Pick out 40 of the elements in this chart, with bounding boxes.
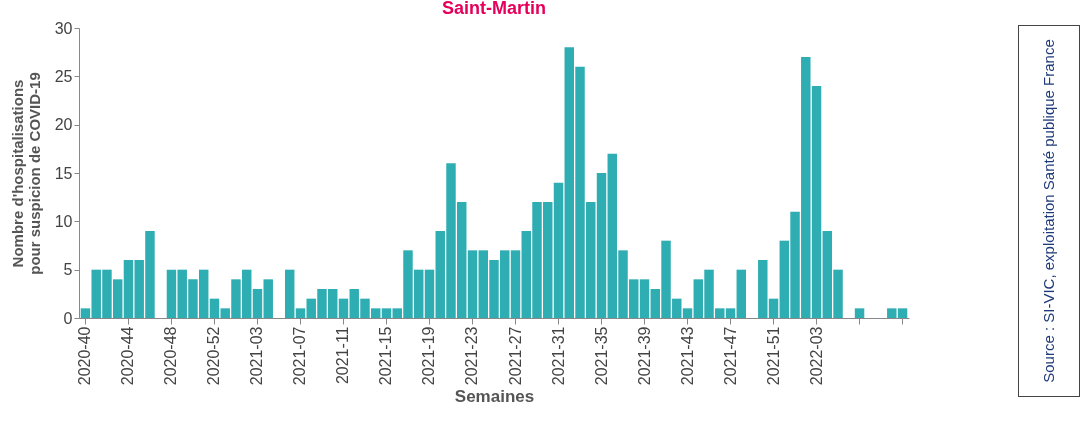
bar [854,308,865,318]
y-tick-label: 20 [54,116,73,134]
y-tick-label: 5 [63,261,73,279]
bar [467,250,478,318]
x-tick-label: 2021-11 [334,326,352,385]
bar [639,279,650,318]
bar [381,308,392,318]
x-tick-label: 2021-47 [721,326,739,386]
chart-title: Saint-Martin [441,0,547,18]
y-tick-label: 15 [54,164,73,182]
bar [424,269,435,318]
x-tick-label: 2020-44 [119,326,137,386]
x-tick-label: 2021-31 [549,326,567,386]
y-tick-label: 30 [54,19,73,37]
bar [553,182,564,318]
x-tick-label: 2021-19 [420,326,438,386]
bar [510,250,521,318]
bar [736,269,747,318]
x-tick-label: 2021-15 [377,326,395,386]
x-tick-label: 2021-35 [592,326,610,386]
y-axis-title: Nombre d'hospitalisations pour suspicion de COVID-19 [8,72,43,275]
bar [284,269,295,318]
bar [596,173,607,318]
x-tick-label: 2021-27 [506,326,524,386]
source-note: Source : SI-VIC, exploitation Santé publique France [1040,38,1058,385]
x-tick-label: 2022-03 [807,326,825,386]
x-tick-label: 2020-52 [205,326,223,386]
y-tick-label: 0 [63,309,73,327]
x-tick-label: 2021-23 [463,326,481,386]
x-tick-label: 2021-39 [635,326,653,386]
x-axis-title: Semaines [454,387,535,407]
y-tick-label: 25 [54,67,73,85]
x-tick-label: 2020-40 [76,326,94,386]
x-tick-label: 2020-48 [162,326,180,386]
y-tick-label: 10 [54,212,73,230]
x-tick-label: 2021-03 [248,326,266,386]
x-tick-label: 2021-43 [678,326,696,386]
bar [338,298,349,318]
x-tick-label: 2021-51 [764,326,782,386]
x-tick-label: 2021-07 [291,326,309,386]
